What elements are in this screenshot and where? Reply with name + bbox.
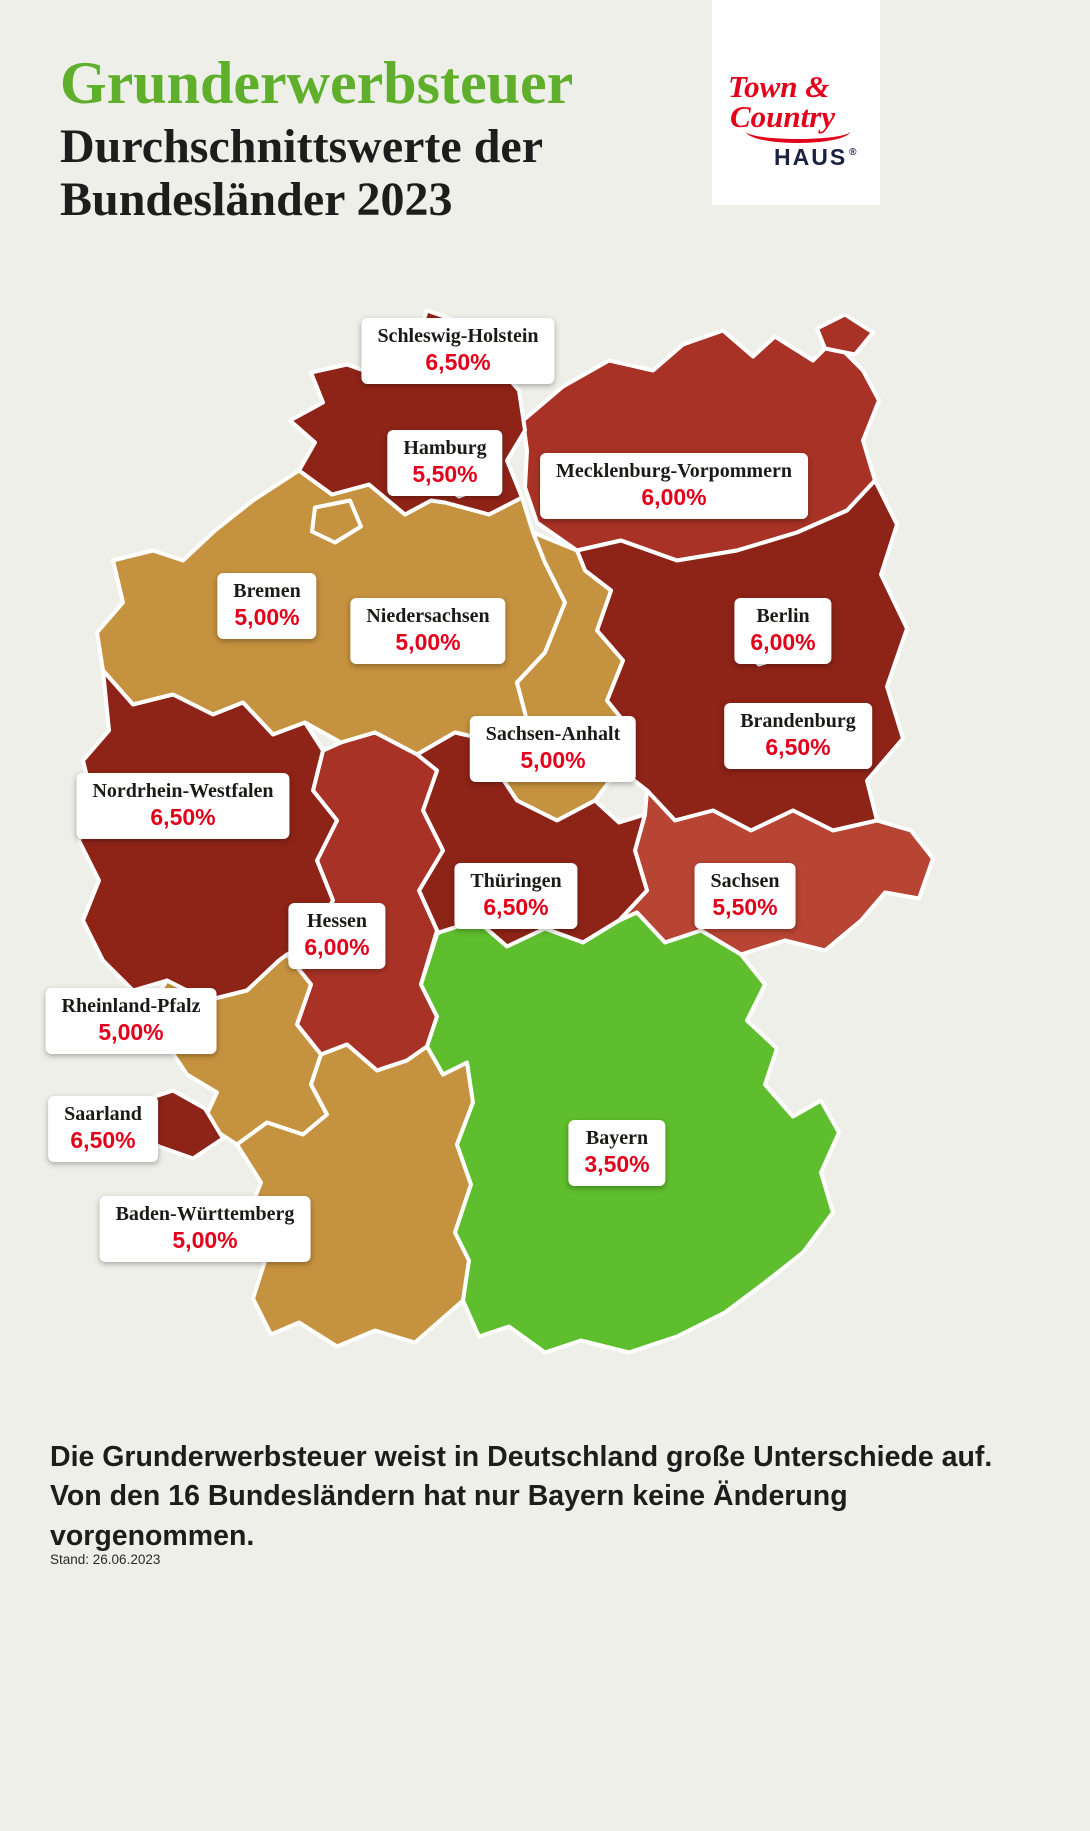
state-name: Niedersachsen — [366, 605, 490, 627]
state-tax-value: 6,00% — [304, 934, 370, 960]
state-name: Brandenburg — [740, 710, 856, 732]
state-tax-value: 3,50% — [584, 1151, 650, 1177]
state-name: Nordrhein-Westfalen — [92, 780, 274, 802]
state-name: Berlin — [756, 605, 810, 627]
state-tax-value: 5,50% — [712, 894, 778, 920]
state-label-Thüringen: Thüringen 6,50% — [454, 863, 578, 929]
state-name: Sachsen-Anhalt — [485, 723, 621, 745]
registered-mark: ® — [849, 146, 857, 158]
state-name: Saarland — [64, 1103, 142, 1125]
state-name: Baden-Württemberg — [115, 1203, 295, 1225]
state-label-Schleswig-Holstein: Schleswig-Holstein 6,50% — [361, 318, 555, 384]
state-name: Hamburg — [403, 437, 487, 459]
state-name: Rheinland-Pfalz — [61, 995, 201, 1017]
state-shape-Bremen — [310, 498, 363, 545]
header: Grunderwerbsteuer Durchschnittswerte der… — [60, 52, 573, 227]
state-name: Bremen — [233, 580, 301, 602]
state-name: Mecklenburg-Vorpommern — [556, 460, 792, 482]
state-tax-value: 6,50% — [70, 1127, 136, 1153]
logo-country-text: Country — [730, 99, 836, 135]
state-name: Hessen — [307, 910, 367, 932]
state-tax-value: 6,50% — [483, 894, 549, 920]
state-tax-value: 5,50% — [412, 461, 478, 487]
subtitle-line1: Durchschnittswerte der — [60, 120, 544, 173]
state-label-Berlin: Berlin 6,00% — [734, 598, 832, 664]
state-tax-value: 6,00% — [641, 484, 707, 510]
footer-text: Die Grunderwerbsteuer weist in Deutschla… — [50, 1441, 993, 1552]
state-name: Thüringen — [470, 870, 562, 892]
state-name: Sachsen — [710, 870, 780, 892]
state-name: Bayern — [585, 1127, 649, 1149]
state-tax-value: 6,50% — [150, 804, 216, 830]
state-label-Mecklenburg-Vorpommern: Mecklenburg-Vorpommern 6,00% — [540, 453, 808, 519]
logo-swoosh-icon — [746, 129, 850, 143]
state-tax-value: 5,00% — [520, 747, 586, 773]
stand-date: Stand: 26.06.2023 — [50, 1552, 161, 1567]
logo-haus-text: HAUS ® — [774, 144, 880, 171]
state-tax-value: 5,00% — [172, 1227, 238, 1253]
subtitle-line2: Bundesländer 2023 — [60, 172, 453, 226]
state-label-Hamburg: Hamburg 5,50% — [387, 430, 503, 496]
state-tax-value: 6,50% — [425, 349, 491, 375]
state-label-Niedersachsen: Niedersachsen 5,00% — [350, 598, 506, 664]
state-label-Sachsen-Anhalt: Sachsen-Anhalt 5,00% — [469, 716, 637, 782]
state-label-Nordrhein-Westfalen: Nordrhein-Westfalen 6,50% — [76, 773, 290, 839]
page-title: Grunderwerbsteuer — [60, 50, 574, 116]
state-label-Brandenburg: Brandenburg 6,50% — [724, 703, 872, 769]
state-tax-value: 6,00% — [750, 629, 816, 655]
state-label-Bayern: Bayern 3,50% — [568, 1120, 666, 1186]
state-label-Hessen: Hessen 6,00% — [288, 903, 386, 969]
state-label-Baden-Württemberg: Baden-Württemberg 5,00% — [99, 1196, 311, 1262]
state-label-Rheinland-Pfalz: Rheinland-Pfalz 5,00% — [45, 988, 217, 1054]
state-tax-value: 5,00% — [234, 604, 300, 630]
state-label-Saarland: Saarland 6,50% — [48, 1096, 158, 1162]
state-name: Schleswig-Holstein — [377, 325, 539, 347]
state-label-Bremen: Bremen 5,00% — [217, 573, 317, 639]
state-label-Sachsen: Sachsen 5,50% — [694, 863, 796, 929]
town-country-logo: Town & Country HAUS ® — [712, 0, 880, 205]
logo-haus-word: HAUS — [774, 143, 848, 170]
state-tax-value: 6,50% — [765, 734, 831, 760]
state-shape-Mecklenburg-Vorpommern — [815, 312, 875, 357]
page-subtitle: Durchschnittswerte der Bundesländer 2023 — [60, 120, 573, 227]
logo-town-text: Town & — [728, 69, 830, 104]
state-tax-value: 5,00% — [98, 1019, 164, 1045]
state-tax-value: 5,00% — [395, 629, 461, 655]
